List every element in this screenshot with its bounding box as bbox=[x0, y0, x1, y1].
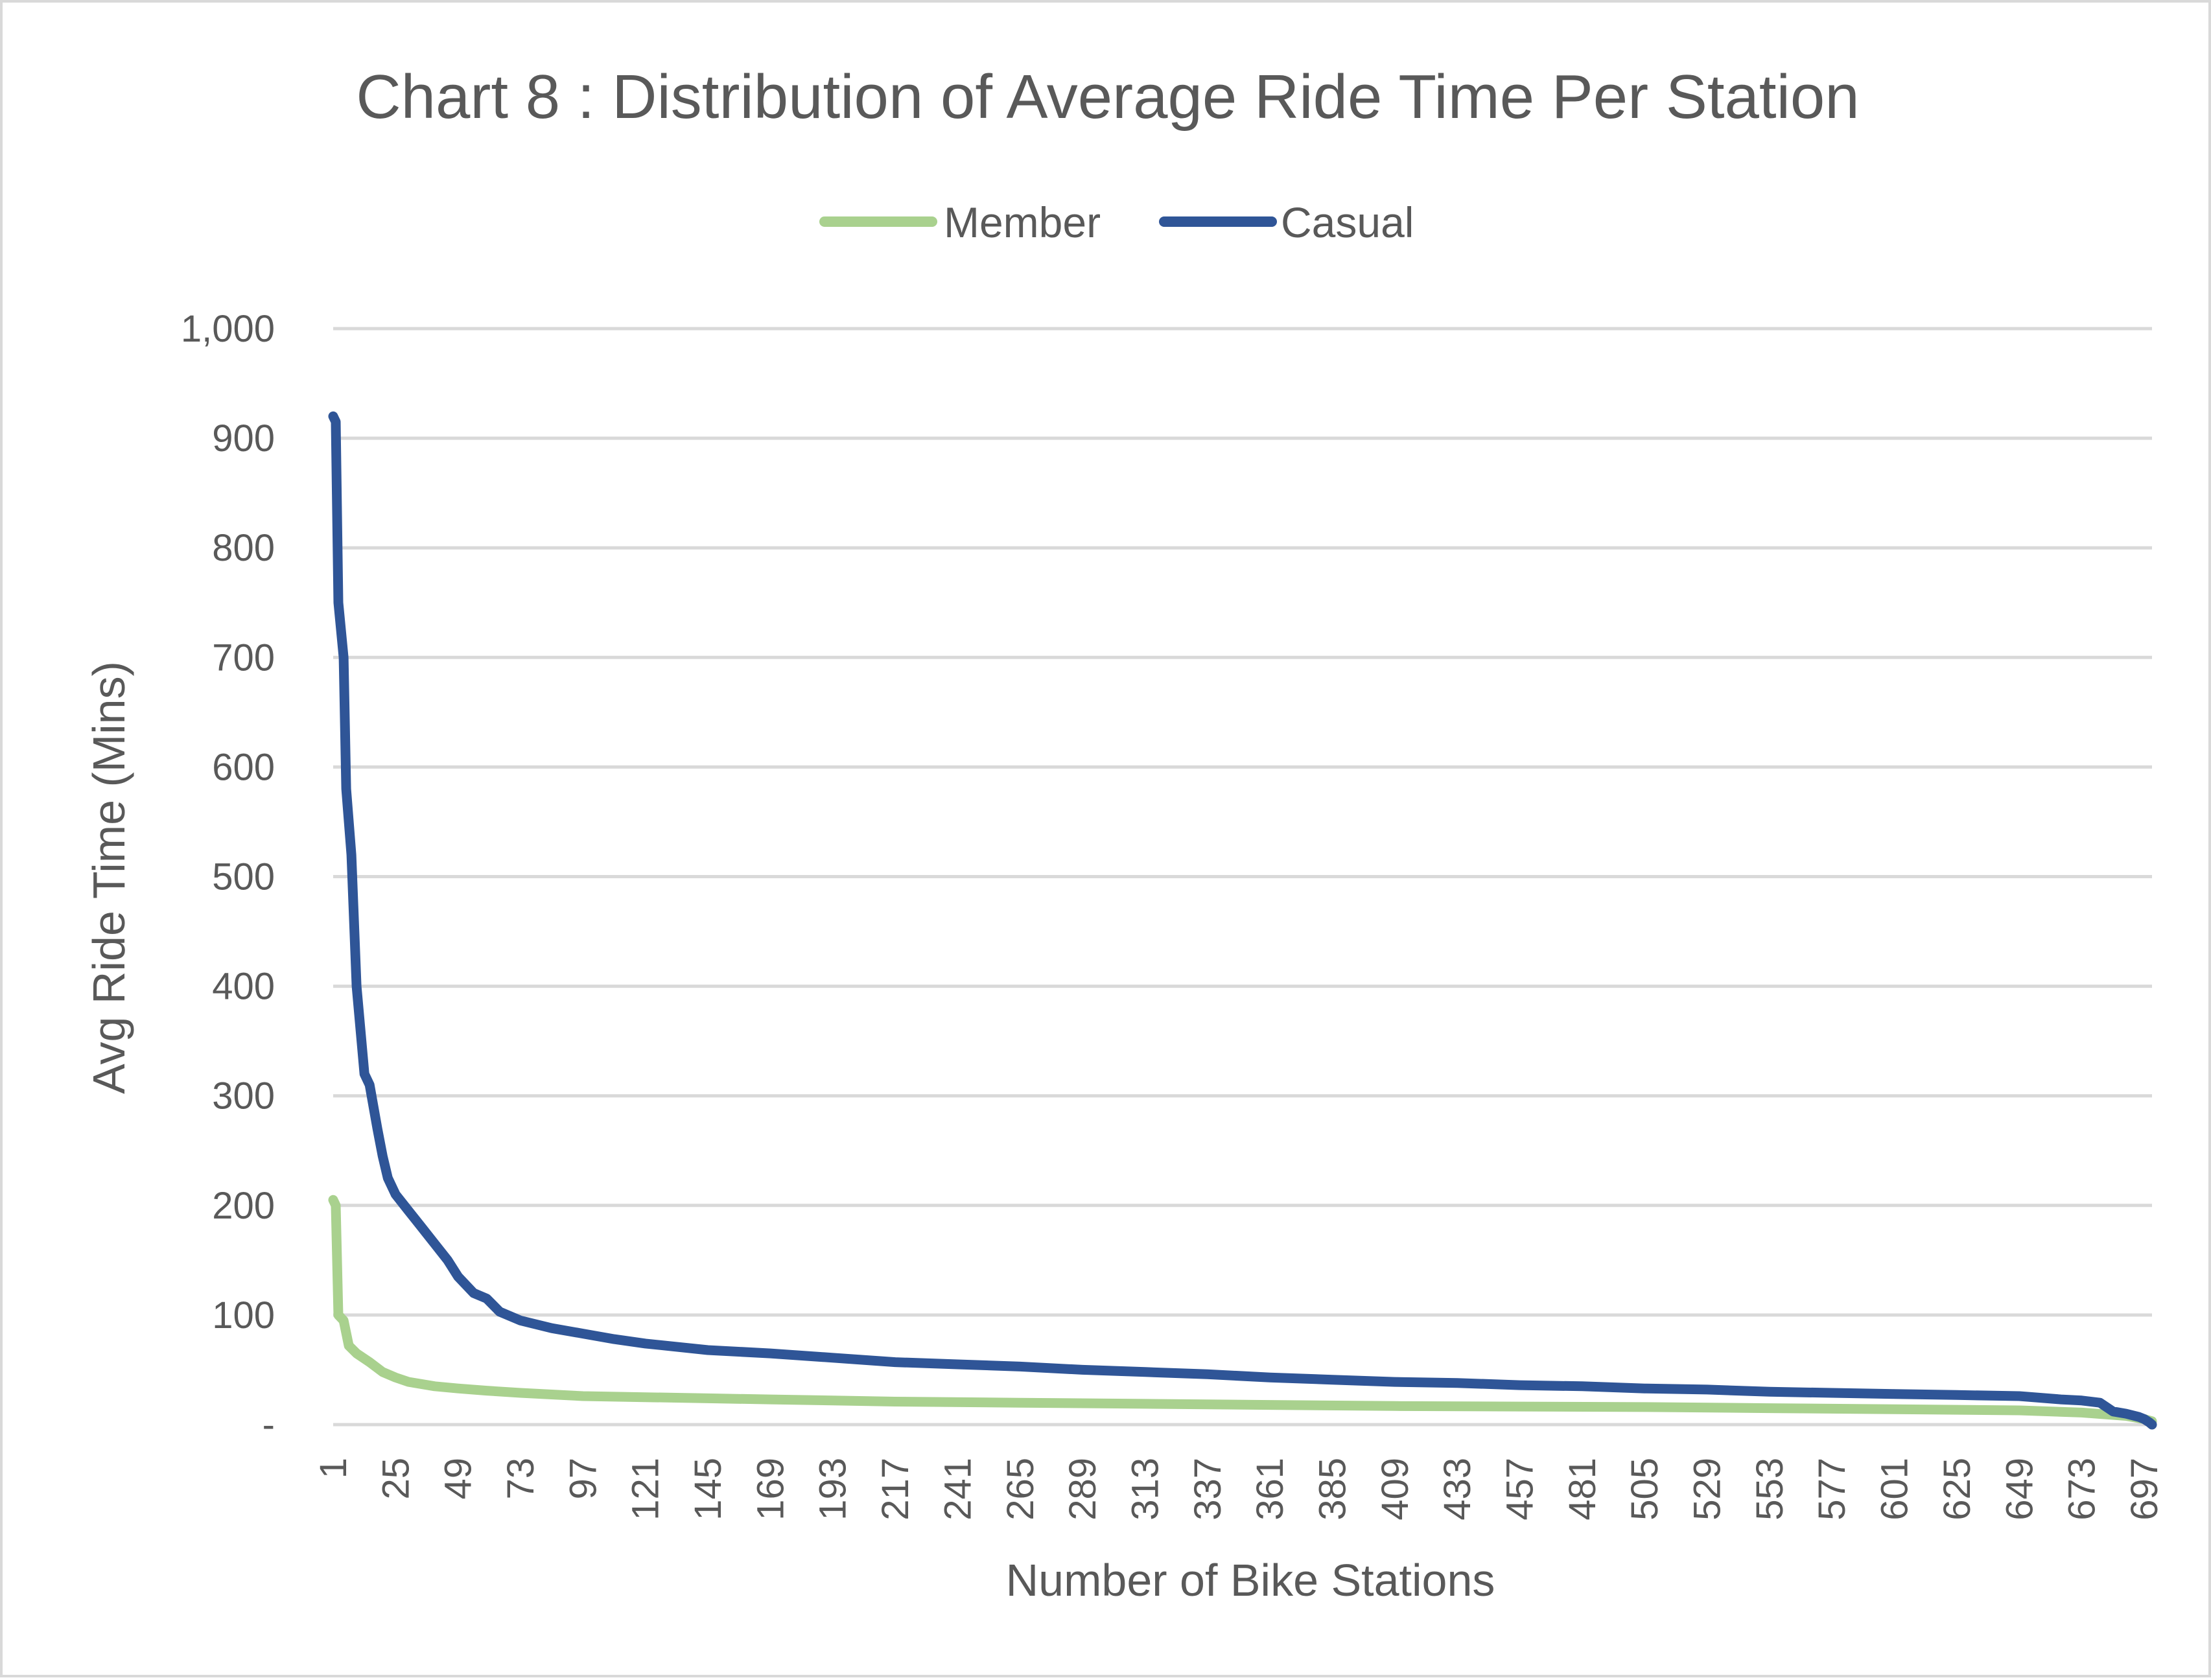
x-tick-label: 337 bbox=[1187, 1458, 1229, 1521]
y-tick-label: 800 bbox=[212, 527, 275, 569]
x-tick-label: 625 bbox=[1936, 1458, 1978, 1521]
series-layer bbox=[328, 411, 2157, 1430]
chart-svg: Chart 8 : Distribution of Average Ride T… bbox=[84, 62, 2166, 1605]
x-tick-label: 385 bbox=[1311, 1458, 1353, 1521]
y-tick-label: 500 bbox=[212, 856, 275, 898]
x-tick-label: 145 bbox=[687, 1458, 729, 1521]
x-axis-label: Number of Bike Stations bbox=[1006, 1555, 1495, 1605]
y-tick-label: 900 bbox=[212, 417, 275, 460]
y-tick-label: 1,000 bbox=[181, 308, 275, 350]
x-tick-label: 169 bbox=[749, 1458, 791, 1521]
legend-label-member: Member bbox=[944, 198, 1101, 246]
x-tick-label: 73 bbox=[500, 1458, 542, 1500]
x-tick-label: 409 bbox=[1374, 1458, 1416, 1521]
x-tick-label: 433 bbox=[1436, 1458, 1479, 1521]
y-tick-label: 100 bbox=[212, 1294, 275, 1336]
x-tick-label: 289 bbox=[1062, 1458, 1104, 1521]
gridlines bbox=[333, 327, 2152, 1427]
x-tick-label: 553 bbox=[1749, 1458, 1791, 1521]
series-line-member bbox=[328, 1195, 2157, 1427]
y-tick-label: 300 bbox=[212, 1075, 275, 1117]
x-tick-label: 313 bbox=[1124, 1458, 1166, 1521]
x-tick-label: 265 bbox=[1000, 1458, 1042, 1521]
x-tick-label: 25 bbox=[375, 1458, 417, 1500]
y-tick-label: 700 bbox=[212, 636, 275, 679]
x-tick-label: 217 bbox=[874, 1458, 917, 1521]
x-tick-label: 577 bbox=[1811, 1458, 1853, 1521]
chart-title: Chart 8 : Distribution of Average Ride T… bbox=[356, 62, 1859, 132]
y-tick-label: 400 bbox=[212, 966, 275, 1008]
x-axis-ticks: 1 25 49 73 97 121 145 169 193 217 241 265 289 313 337 3… bbox=[312, 1458, 2166, 1521]
x-tick-label: 121 bbox=[625, 1458, 667, 1521]
y-axis-label: Avg Ride Time (Mins) bbox=[84, 661, 134, 1094]
x-tick-label: 97 bbox=[562, 1458, 604, 1500]
y-tick-label: - bbox=[263, 1404, 275, 1446]
x-tick-label: 49 bbox=[438, 1458, 480, 1500]
x-tick-label: 361 bbox=[1249, 1458, 1291, 1521]
legend-label-casual: Casual bbox=[1281, 198, 1414, 246]
x-tick-label: 241 bbox=[937, 1458, 979, 1521]
y-tick-label: 600 bbox=[212, 746, 275, 788]
x-tick-label: 649 bbox=[1998, 1458, 2041, 1521]
x-tick-label: 481 bbox=[1562, 1458, 1604, 1521]
x-tick-label: 697 bbox=[2123, 1458, 2166, 1521]
x-tick-label: 673 bbox=[2061, 1458, 2103, 1521]
x-tick-label: 505 bbox=[1624, 1458, 1666, 1521]
y-tick-label: 200 bbox=[212, 1185, 275, 1227]
y-axis-ticks: - 100 200 300 400 500 600 700 800 900 1,000 bbox=[181, 308, 275, 1446]
x-tick-label: 601 bbox=[1874, 1458, 1916, 1521]
series-line-casual bbox=[328, 411, 2157, 1430]
x-tick-label: 193 bbox=[812, 1458, 854, 1521]
x-tick-label: 457 bbox=[1499, 1458, 1541, 1521]
x-tick-label: 1 bbox=[312, 1458, 355, 1478]
legend: Member Casual bbox=[819, 198, 1414, 246]
x-tick-label: 529 bbox=[1687, 1458, 1729, 1521]
